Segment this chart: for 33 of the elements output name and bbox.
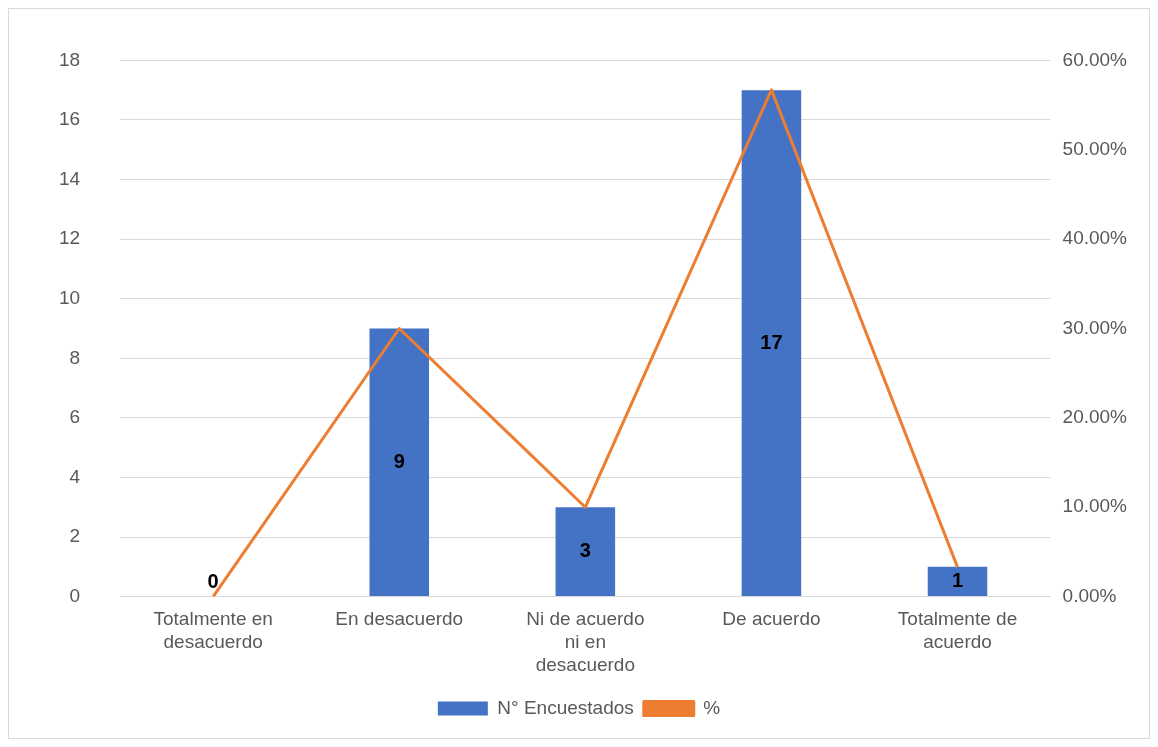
y-tick-label: 18 [58,48,81,70]
y2-tick-label: 60.00% [1062,48,1128,70]
y2-tick-label: 40.00% [1062,227,1128,249]
bar [927,566,988,597]
y-tick-label: 0 [69,584,81,606]
x-tick-label: Totalmente de acuerdo [897,608,1018,653]
y-tick-label: 8 [69,346,81,368]
y2-tick-label: 10.00% [1062,495,1128,517]
data-label: 3 [579,539,591,562]
legend-label: N° Encuestados [497,696,634,718]
x-tick-label: De acuerdo [722,608,821,630]
x-tick-label: Ni de acuerdo ni en desacuerdo [526,608,645,675]
bar [369,328,430,597]
y-tick-label: 12 [58,227,81,249]
data-label: 0 [207,570,219,593]
bar [555,507,616,597]
data-label: 1 [951,568,964,591]
y2-tick-label: 50.00% [1062,138,1128,159]
legend-label: % [703,696,721,718]
y-tick-label: 2 [69,525,81,547]
data-label: 9 [393,449,405,472]
bar [741,90,802,597]
data-label: 17 [760,330,783,353]
x-tick-label: Totalmente en desacuerdo [153,608,273,653]
y-tick-label: 6 [69,406,81,428]
y-tick-label: 10 [58,286,81,308]
y2-tick-label: 30.00% [1062,316,1128,338]
x-tick-label: En desacuerdo [335,608,464,630]
y-tick-label: 4 [69,465,81,487]
y-tick-label: 16 [58,108,81,130]
y2-tick-label: 0.00% [1062,584,1117,606]
y2-tick-label: 20.00% [1062,406,1128,428]
y-tick-label: 14 [58,167,81,189]
